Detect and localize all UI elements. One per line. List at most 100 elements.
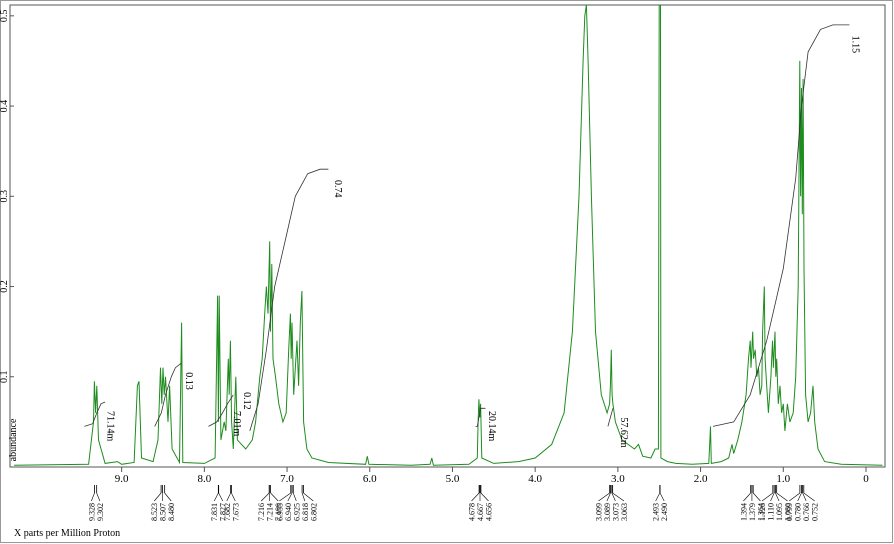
integral-curve: [712, 24, 850, 427]
peak-connector: [752, 492, 761, 502]
peak-connector: [789, 492, 801, 502]
integral-label: 71.14m: [105, 411, 116, 442]
integral-label: 20.14m: [486, 411, 497, 442]
peak-connector: [270, 492, 279, 502]
peak-connector: [480, 492, 489, 502]
peak-connector: [164, 492, 172, 502]
peak-label: 4.678: [468, 503, 477, 521]
peak-connector: [287, 492, 293, 502]
peak-label: 6.955: [275, 503, 284, 521]
peak-label: 0.780: [794, 503, 803, 521]
peak-label: 3.089: [603, 503, 612, 521]
y-tick-label: 0.1: [0, 371, 10, 384]
peak-label: 4.656: [485, 503, 494, 521]
integral-curve: [607, 408, 614, 427]
peak-connector: [612, 492, 625, 502]
peak-connector: [803, 492, 815, 502]
peak-label: 9.328: [87, 503, 96, 521]
peak-label: 2.490: [660, 503, 669, 521]
peak-label: 3.073: [611, 503, 620, 521]
peak-connector: [91, 492, 95, 502]
peak-connector: [797, 492, 802, 502]
peak-connector: [598, 492, 610, 502]
peak-connector: [606, 492, 611, 502]
integral-curve: [84, 401, 106, 427]
peak-connector: [96, 492, 101, 502]
integral-label: 1.15: [850, 36, 861, 54]
peak-connector: [776, 492, 788, 502]
peak-connector: [279, 492, 291, 502]
peak-connector: [303, 492, 314, 502]
peak-label: 7.831: [210, 503, 219, 521]
integral-curve: [249, 168, 329, 432]
peak-label: 1.095: [775, 503, 784, 521]
peak-connector: [655, 492, 661, 502]
peak-label: 7.827: [219, 503, 228, 521]
peak-connector: [770, 492, 775, 502]
x-tick-label: 3.0: [611, 473, 625, 485]
integral-curve: [154, 362, 182, 427]
y-axis-label: abundance: [8, 418, 19, 461]
peak-connector: [761, 492, 774, 502]
y-tick-label: 0.5: [0, 10, 10, 23]
x-tick-label: 8.0: [197, 473, 211, 485]
peak-label: 1.394: [739, 503, 748, 521]
peak-label: 1.379: [748, 503, 757, 521]
integral-label: 0.74: [332, 180, 343, 198]
peak-label: 1.126: [758, 503, 767, 521]
peak-connector: [231, 492, 236, 502]
peak-label: 7.199: [274, 503, 283, 521]
peak-label: 7.216: [257, 503, 266, 521]
peak-connector: [292, 492, 297, 502]
peak-connector: [213, 492, 219, 502]
peak-label: 0.752: [811, 503, 820, 521]
peak-label: 1.080: [784, 503, 793, 521]
peak-label: 6.940: [284, 503, 293, 521]
peak-label: 7.673: [231, 503, 240, 521]
peak-label: 6.925: [292, 503, 301, 521]
x-tick-label: 9.0: [115, 473, 129, 485]
x-tick-label: 5.0: [446, 473, 460, 485]
peak-label: 8.480: [167, 503, 176, 521]
peak-label: 1.110: [767, 503, 776, 521]
integral-label: 0.13: [183, 372, 194, 390]
peak-label: 7.214: [266, 503, 275, 521]
peak-connector: [226, 492, 231, 502]
integral-label: 7.01m: [231, 411, 242, 437]
peak-connector: [218, 492, 224, 502]
integral-label: 0.12: [241, 392, 252, 410]
integral-curve: [475, 407, 486, 427]
peak-label: 8.523: [150, 503, 159, 521]
peak-label: 4.667: [476, 503, 485, 521]
peak-label: 3.099: [594, 503, 603, 521]
peak-connector: [261, 492, 270, 502]
peak-connector: [802, 492, 807, 502]
peak-label: 1.364: [756, 503, 765, 521]
peak-label: 2.493: [652, 503, 661, 521]
peak-label: 6.818: [301, 503, 310, 521]
x-tick-label: 6.0: [363, 473, 377, 485]
peak-connector: [153, 492, 162, 502]
peak-label: 9.302: [96, 503, 105, 521]
integral-curve: [208, 394, 234, 427]
plot-border: [9, 4, 886, 468]
peak-connector: [301, 492, 306, 502]
peak-label: 0.799: [785, 503, 794, 521]
y-tick-label: 0.4: [0, 100, 10, 113]
peak-connector: [775, 492, 780, 502]
peak-label: 6.802: [309, 503, 318, 521]
peak-label: 0.766: [802, 503, 811, 521]
x-axis-label: X parts per Million Proton: [14, 528, 120, 539]
peak-connector: [611, 492, 616, 502]
integral-label: 57.62m: [618, 417, 629, 448]
x-tick-label: 2.0: [694, 473, 708, 485]
peak-connector: [743, 492, 751, 502]
peak-connector: [659, 492, 665, 502]
x-tick-label: 1.0: [776, 473, 790, 485]
peak-label: 3.063: [620, 503, 629, 521]
y-tick-label: 0.2: [0, 280, 10, 293]
x-tick-label: 4.0: [528, 473, 542, 485]
x-tick-label: 0: [863, 473, 869, 485]
